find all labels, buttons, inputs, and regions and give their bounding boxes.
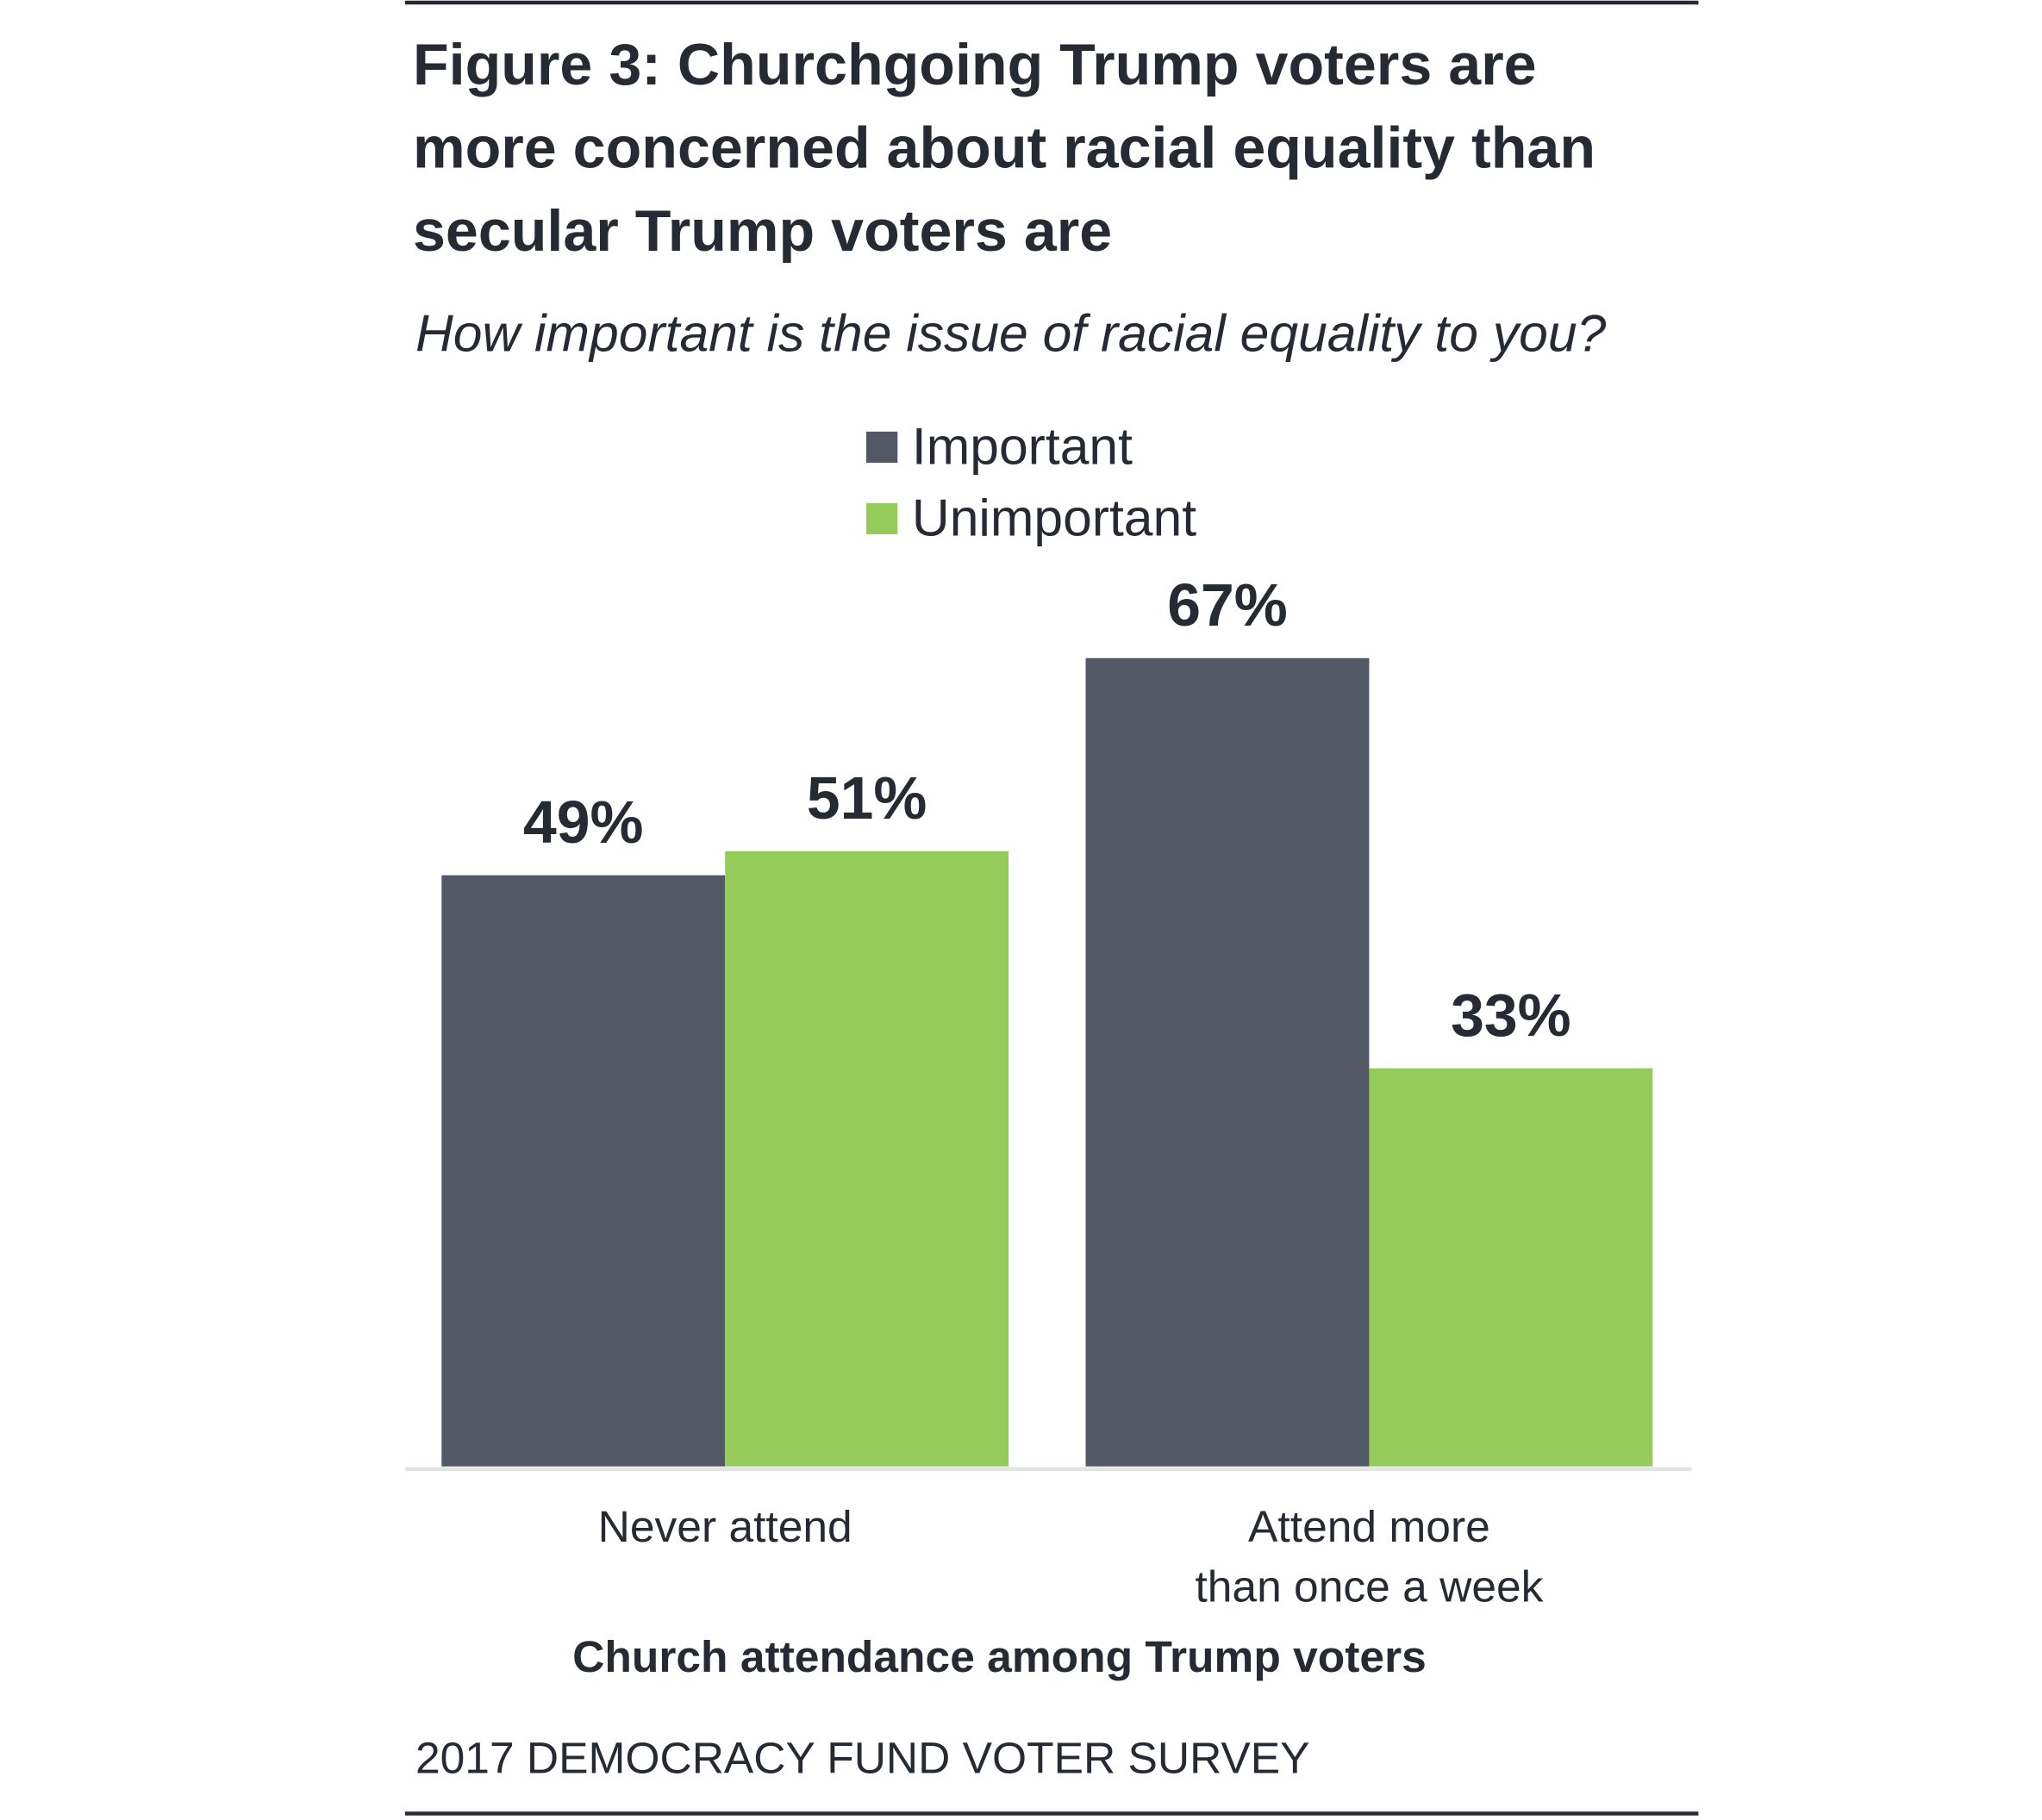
x-tick-box: Never attend xyxy=(597,1502,852,1553)
bar xyxy=(441,875,726,1467)
x-tick-label: Never attend xyxy=(597,1502,852,1553)
bar xyxy=(1085,658,1370,1467)
legend-label: Important xyxy=(912,417,1133,476)
value-label: 51% xyxy=(807,764,927,832)
bar xyxy=(725,851,1009,1467)
legend-swatch xyxy=(865,502,898,535)
x-axis-title: Church attendance among Trump voters xyxy=(572,1631,1427,1681)
value-label: 33% xyxy=(1451,982,1571,1049)
legend-label: Unimportant xyxy=(912,489,1196,547)
x-tick-box: Attend more than once a week xyxy=(1195,1502,1544,1612)
bar xyxy=(1369,1068,1653,1467)
chart-title: Figure 3: Churchgoing Trump voters are m… xyxy=(412,31,1596,265)
x-tick-label: Attend more than once a week xyxy=(1195,1502,1544,1612)
title-box: Figure 3: Churchgoing Trump voters are m… xyxy=(412,31,1596,265)
source: 2017 DEMOCRACY FUND VOTER SURVEY xyxy=(415,1733,1309,1783)
value-label: 67% xyxy=(1167,571,1288,639)
subtitle: How important is the issue of racial equ… xyxy=(415,303,1607,362)
value-label: 49% xyxy=(523,788,644,856)
legend-swatch xyxy=(865,431,898,464)
